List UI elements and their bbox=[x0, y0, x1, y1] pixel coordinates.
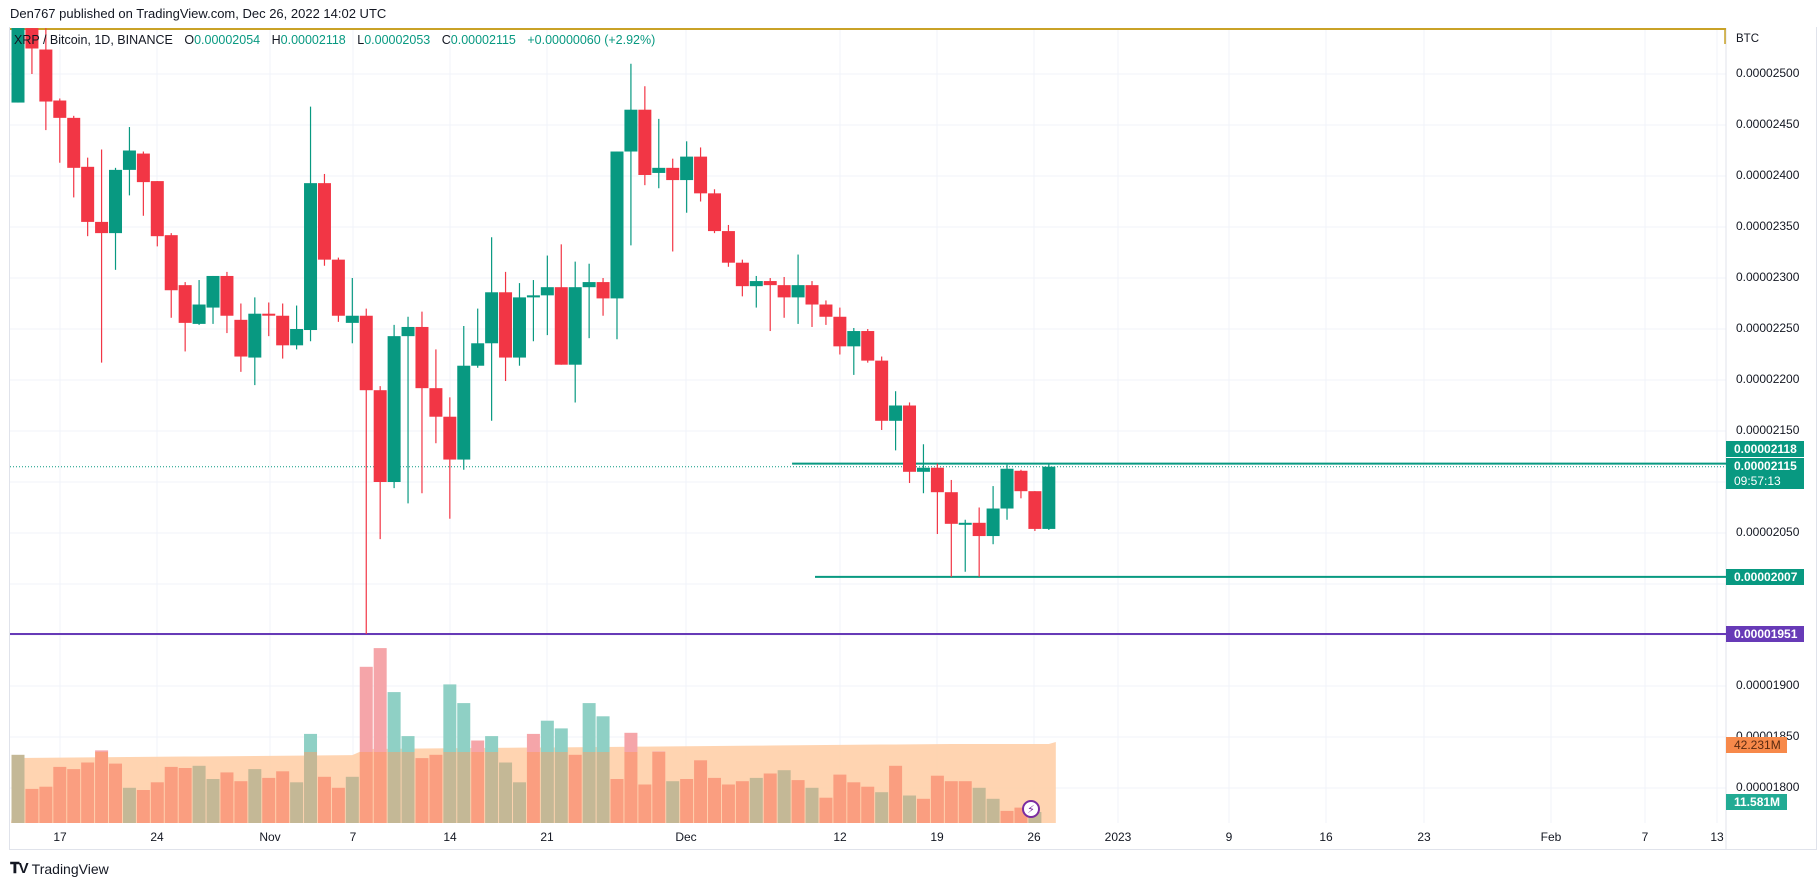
purple-level-tag: 0.00001951 bbox=[1726, 626, 1804, 642]
time-tick-label: 19 bbox=[930, 830, 944, 844]
price-tick-label: 0.00002250 bbox=[1736, 321, 1800, 335]
price-tick-label: 0.00001800 bbox=[1736, 780, 1800, 794]
time-tick-label: 12 bbox=[833, 830, 847, 844]
high-label: H bbox=[271, 33, 281, 47]
chart-frame[interactable] bbox=[9, 27, 1817, 850]
change-value: +0.00000060 (+2.92%) bbox=[527, 33, 656, 47]
low-value: 0.00002053 bbox=[364, 33, 431, 47]
low-label: L bbox=[357, 33, 365, 47]
time-tick-label: 17 bbox=[53, 830, 67, 844]
high-level-tag: 0.00002118 bbox=[1726, 441, 1804, 457]
time-tick-label: 16 bbox=[1319, 830, 1333, 844]
price-tick-label: 0.00002300 bbox=[1736, 270, 1800, 284]
price-tick-label: 0.00002050 bbox=[1736, 525, 1800, 539]
price-tick-label: 0.00002350 bbox=[1736, 219, 1800, 233]
time-tick-label: 9 bbox=[1225, 830, 1233, 844]
time-tick-label: 21 bbox=[540, 830, 554, 844]
price-tick-label: 0.00002400 bbox=[1736, 168, 1800, 182]
time-tick-label: 7 bbox=[349, 830, 357, 844]
time-tick-label: 7 bbox=[1641, 830, 1649, 844]
open-label: O bbox=[184, 33, 195, 47]
price-tick-label: 0.00002450 bbox=[1736, 117, 1800, 131]
time-tick-label: 23 bbox=[1417, 830, 1431, 844]
countdown-tag: 09:57:13 bbox=[1726, 473, 1804, 489]
time-tick-label: 24 bbox=[150, 830, 164, 844]
publish-line: Den767 published on TradingView.com, Dec… bbox=[10, 6, 387, 21]
close-value: 0.00002115 bbox=[450, 33, 516, 47]
high-value: 0.00002118 bbox=[280, 33, 346, 47]
time-tick-label: Dec bbox=[675, 830, 697, 844]
open-value: 0.00002054 bbox=[194, 33, 261, 47]
time-tick-label: Nov bbox=[259, 830, 281, 844]
time-tick-label: 2023 bbox=[1104, 830, 1132, 844]
volume-last-tag: 11.581M bbox=[1726, 794, 1787, 810]
tradingview-logo: 𝐓V TradingView bbox=[10, 860, 109, 877]
close-label: C bbox=[441, 33, 451, 47]
support-level-tag: 0.00002007 bbox=[1726, 569, 1804, 585]
price-axis-currency: BTC bbox=[1736, 33, 1759, 45]
time-tick-label: 14 bbox=[443, 830, 457, 844]
tv-logo-icon: 𝐓V bbox=[10, 860, 29, 877]
lightning-icon[interactable]: ⚡ bbox=[1022, 800, 1040, 818]
price-tick-label: 0.00002150 bbox=[1736, 423, 1800, 437]
symbol-name[interactable]: XRP / Bitcoin, 1D, BINANCE bbox=[14, 33, 173, 47]
logo-text: TradingView bbox=[31, 860, 109, 877]
time-tick-label: Feb bbox=[1540, 830, 1562, 844]
symbol-legend: XRP / Bitcoin, 1D, BINANCE O0.00002054 H… bbox=[14, 33, 655, 47]
time-tick-label: 26 bbox=[1027, 830, 1041, 844]
time-tick-label: 13 bbox=[1710, 830, 1724, 844]
volume-ma-tag: 42.231M bbox=[1726, 737, 1787, 753]
last-price-tag: 0.00002115 bbox=[1726, 458, 1804, 474]
price-tick-label: 0.00001900 bbox=[1736, 678, 1800, 692]
price-tick-label: 0.00002500 bbox=[1736, 66, 1800, 80]
price-tick-label: 0.00002200 bbox=[1736, 372, 1800, 386]
